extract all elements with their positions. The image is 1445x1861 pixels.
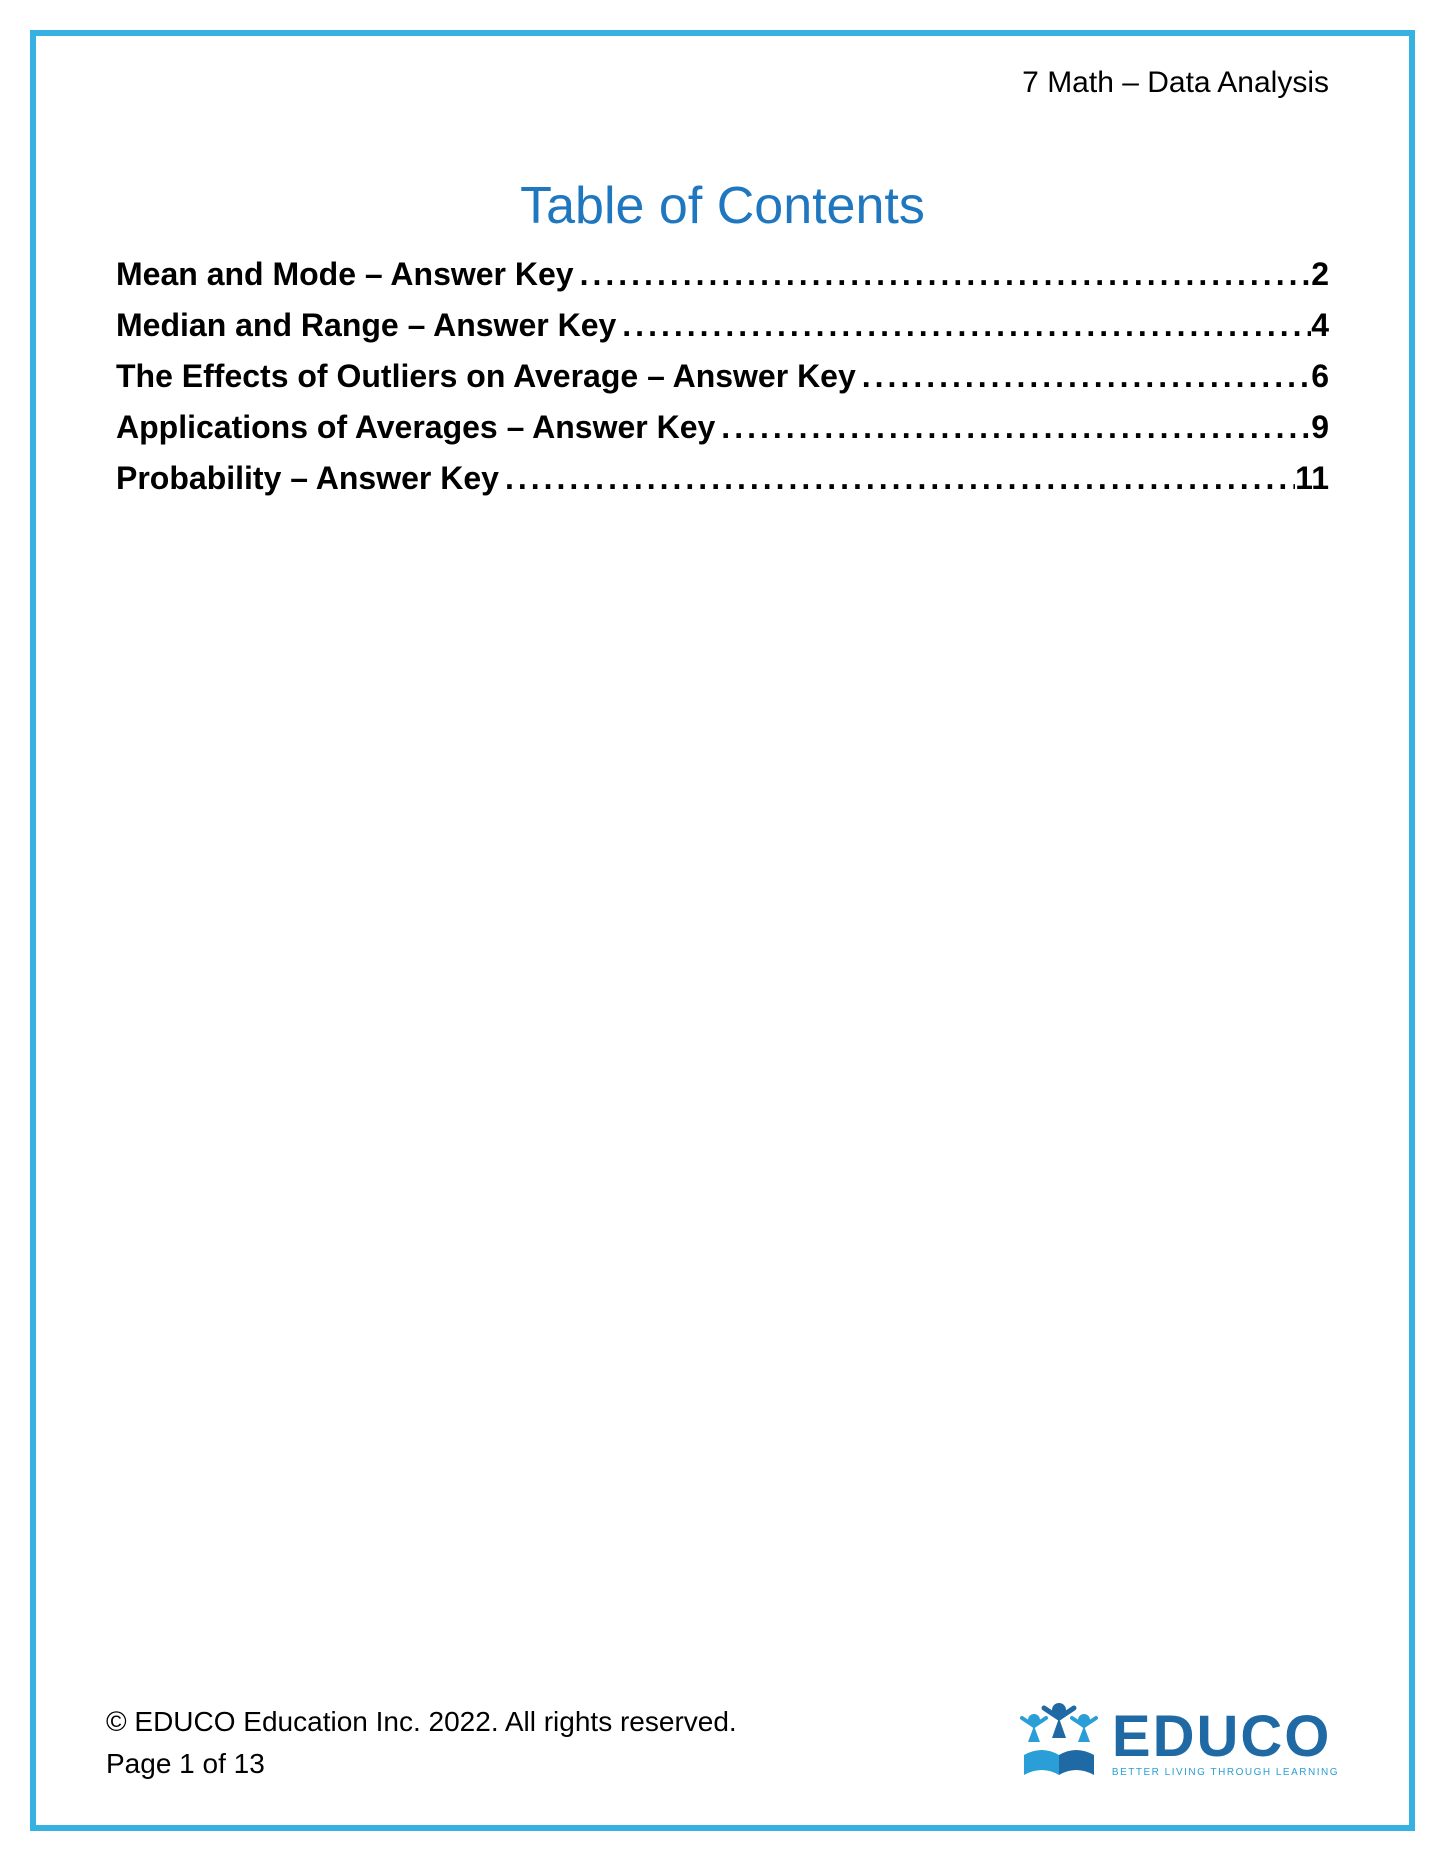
toc-entry-page: 11 [1295,460,1329,497]
people-book-icon [1014,1700,1104,1785]
toc-entry: Applications of Averages – Answer Key 9 [116,409,1329,446]
toc-leader-dots [574,256,1312,293]
toc-entry: Median and Range – Answer Key 4 [116,307,1329,344]
toc-entry-page: 6 [1311,358,1329,395]
toc-entry: Mean and Mode – Answer Key 2 [116,256,1329,293]
toc-leader-dots [499,460,1295,497]
table-of-contents: Mean and Mode – Answer Key 2 Median and … [106,256,1339,497]
toc-entry-label: Mean and Mode – Answer Key [116,256,574,293]
footer-text: © EDUCO Education Inc. 2022. All rights … [106,1701,737,1785]
toc-entry-page: 4 [1311,307,1329,344]
toc-entry-label: Applications of Averages – Answer Key [116,409,715,446]
logo-tagline: BETTER LIVING THROUGH LEARNING [1112,1768,1339,1778]
toc-leader-dots [856,358,1311,395]
toc-entry-label: Probability – Answer Key [116,460,499,497]
toc-entry-label: Median and Range – Answer Key [116,307,616,344]
toc-leader-dots [616,307,1311,344]
footer: © EDUCO Education Inc. 2022. All rights … [106,1700,1339,1785]
header-course-label: 7 Math – Data Analysis [1022,66,1329,100]
toc-entry: Probability – Answer Key 11 [116,460,1329,497]
toc-entry-page: 2 [1311,256,1329,293]
toc-leader-dots [715,409,1311,446]
toc-entry-label: The Effects of Outliers on Average – Ans… [116,358,856,395]
toc-entry: The Effects of Outliers on Average – Ans… [116,358,1329,395]
logo-word: EDUCO [1112,1708,1339,1766]
educo-logo: EDUCO BETTER LIVING THROUGH LEARNING [1014,1700,1339,1785]
toc-entry-page: 9 [1311,409,1329,446]
footer-copyright: © EDUCO Education Inc. 2022. All rights … [106,1701,737,1743]
page-title: Table of Contents [106,176,1339,236]
logo-text: EDUCO BETTER LIVING THROUGH LEARNING [1112,1708,1339,1778]
page-border: 7 Math – Data Analysis Table of Contents… [30,30,1415,1831]
footer-page-info: Page 1 of 13 [106,1743,737,1785]
